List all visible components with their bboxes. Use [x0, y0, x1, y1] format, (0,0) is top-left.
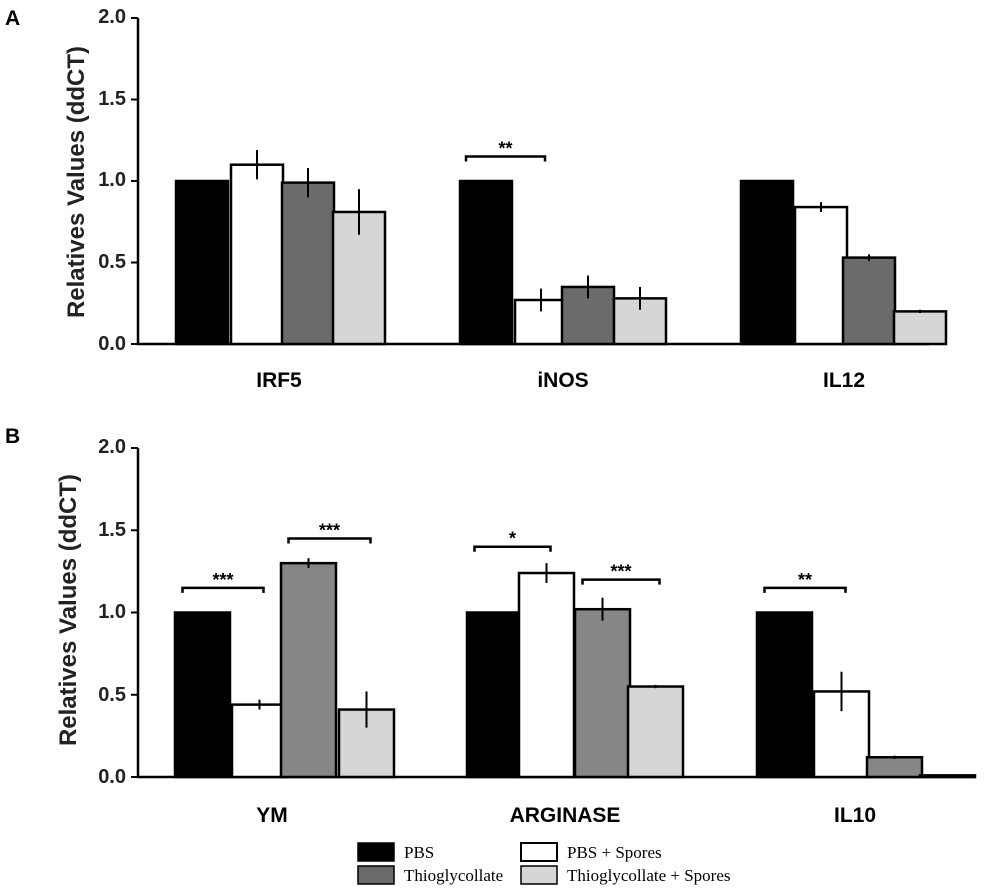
legend-label: PBS	[404, 843, 434, 862]
bar-thioglycollate	[841, 256, 897, 346]
panel-letter-b: B	[5, 425, 20, 448]
significance-bracket	[473, 545, 552, 552]
legend-swatch-thioglycollate-spores	[520, 865, 558, 885]
panel-a: A Relatives Values (ddCT) 0.0 0.5 1.0 1.…	[5, 6, 948, 392]
significance-label: ***	[319, 520, 340, 540]
y-tick-label: 1.5	[98, 88, 126, 110]
y-tick-label: 2.0	[98, 6, 126, 28]
category-label: YM	[256, 804, 288, 827]
plot-area-b: ****** **** **	[131, 447, 977, 779]
y-tick-label: 0.5	[98, 251, 126, 273]
y-tick-label: 0.5	[98, 684, 126, 706]
legend-swatch-thioglycollate	[357, 865, 395, 885]
category-label: iNOS	[537, 369, 588, 392]
panel-b: B Relatives Values (ddCT) 0.0 0.5 1.0 1.…	[5, 425, 977, 827]
bar-thioglycollate	[865, 756, 924, 779]
bar-pbs-spores	[229, 163, 285, 346]
y-ticks-b: 0.0 0.5 1.0 1.5 2.0	[98, 436, 126, 788]
legend: PBS Thioglycollate PBS + Spores Thioglyc…	[357, 842, 731, 885]
significance-bracket	[464, 155, 547, 162]
bar-pbs	[755, 611, 814, 779]
bar-pbs	[174, 179, 230, 346]
significance-bracket	[181, 586, 265, 593]
category-label: IL12	[823, 369, 865, 392]
bar-pbs-spores	[230, 703, 289, 779]
bar-thioglycollate	[573, 607, 632, 779]
category-label: IRF5	[256, 369, 302, 392]
bar-pbs	[458, 179, 514, 346]
y-axis-label-b: Relatives Values (ddCT)	[55, 474, 82, 746]
x-categories-a: IRF5 iNOS IL12	[256, 369, 865, 392]
bar-thioglycollate-spores	[892, 310, 948, 346]
bar-pbs-spores	[517, 571, 576, 779]
significance-label: **	[798, 570, 812, 590]
y-tick-label: 0.0	[98, 766, 126, 788]
panel-letter-a: A	[5, 7, 20, 30]
bar-pbs	[173, 611, 232, 779]
bar-thioglycollate	[280, 181, 336, 346]
y-axis-label-a: Relatives Values (ddCT)	[63, 46, 90, 318]
y-tick-label: 2.0	[98, 436, 126, 458]
significance-bracket	[287, 537, 372, 544]
significance-bracket	[763, 586, 847, 593]
bar-pbs	[739, 179, 795, 346]
y-tick-label: 1.0	[98, 601, 126, 623]
x-categories-b: YM ARGINASE IL10	[256, 804, 876, 827]
plot-area-a: **	[131, 17, 948, 346]
y-tick-label: 1.5	[98, 519, 126, 541]
bar-pbs-spores	[793, 205, 849, 346]
y-tick-label: 0.0	[98, 333, 126, 355]
bar-thioglycollate-spores	[918, 774, 977, 779]
legend-swatch-pbs	[357, 842, 395, 862]
bar-pbs	[465, 611, 524, 779]
significance-label: ***	[212, 570, 233, 590]
legend-swatch-pbs-spores	[520, 842, 558, 862]
legend-label: Thioglycollate + Spores	[567, 866, 731, 885]
bar-thioglycollate	[279, 561, 338, 779]
category-label: ARGINASE	[510, 804, 621, 827]
significance-bracket	[581, 578, 661, 585]
y-ticks-a: 0.0 0.5 1.0 1.5 2.0	[98, 6, 126, 355]
significance-label: *	[509, 529, 516, 549]
significance-label: ***	[610, 562, 631, 582]
legend-label: PBS + Spores	[567, 843, 662, 862]
legend-label: Thioglycollate	[404, 866, 503, 885]
y-tick-label: 1.0	[98, 169, 126, 191]
category-label: IL10	[834, 804, 876, 827]
significance-label: **	[498, 139, 512, 159]
bar-thioglycollate-spores	[626, 685, 685, 779]
